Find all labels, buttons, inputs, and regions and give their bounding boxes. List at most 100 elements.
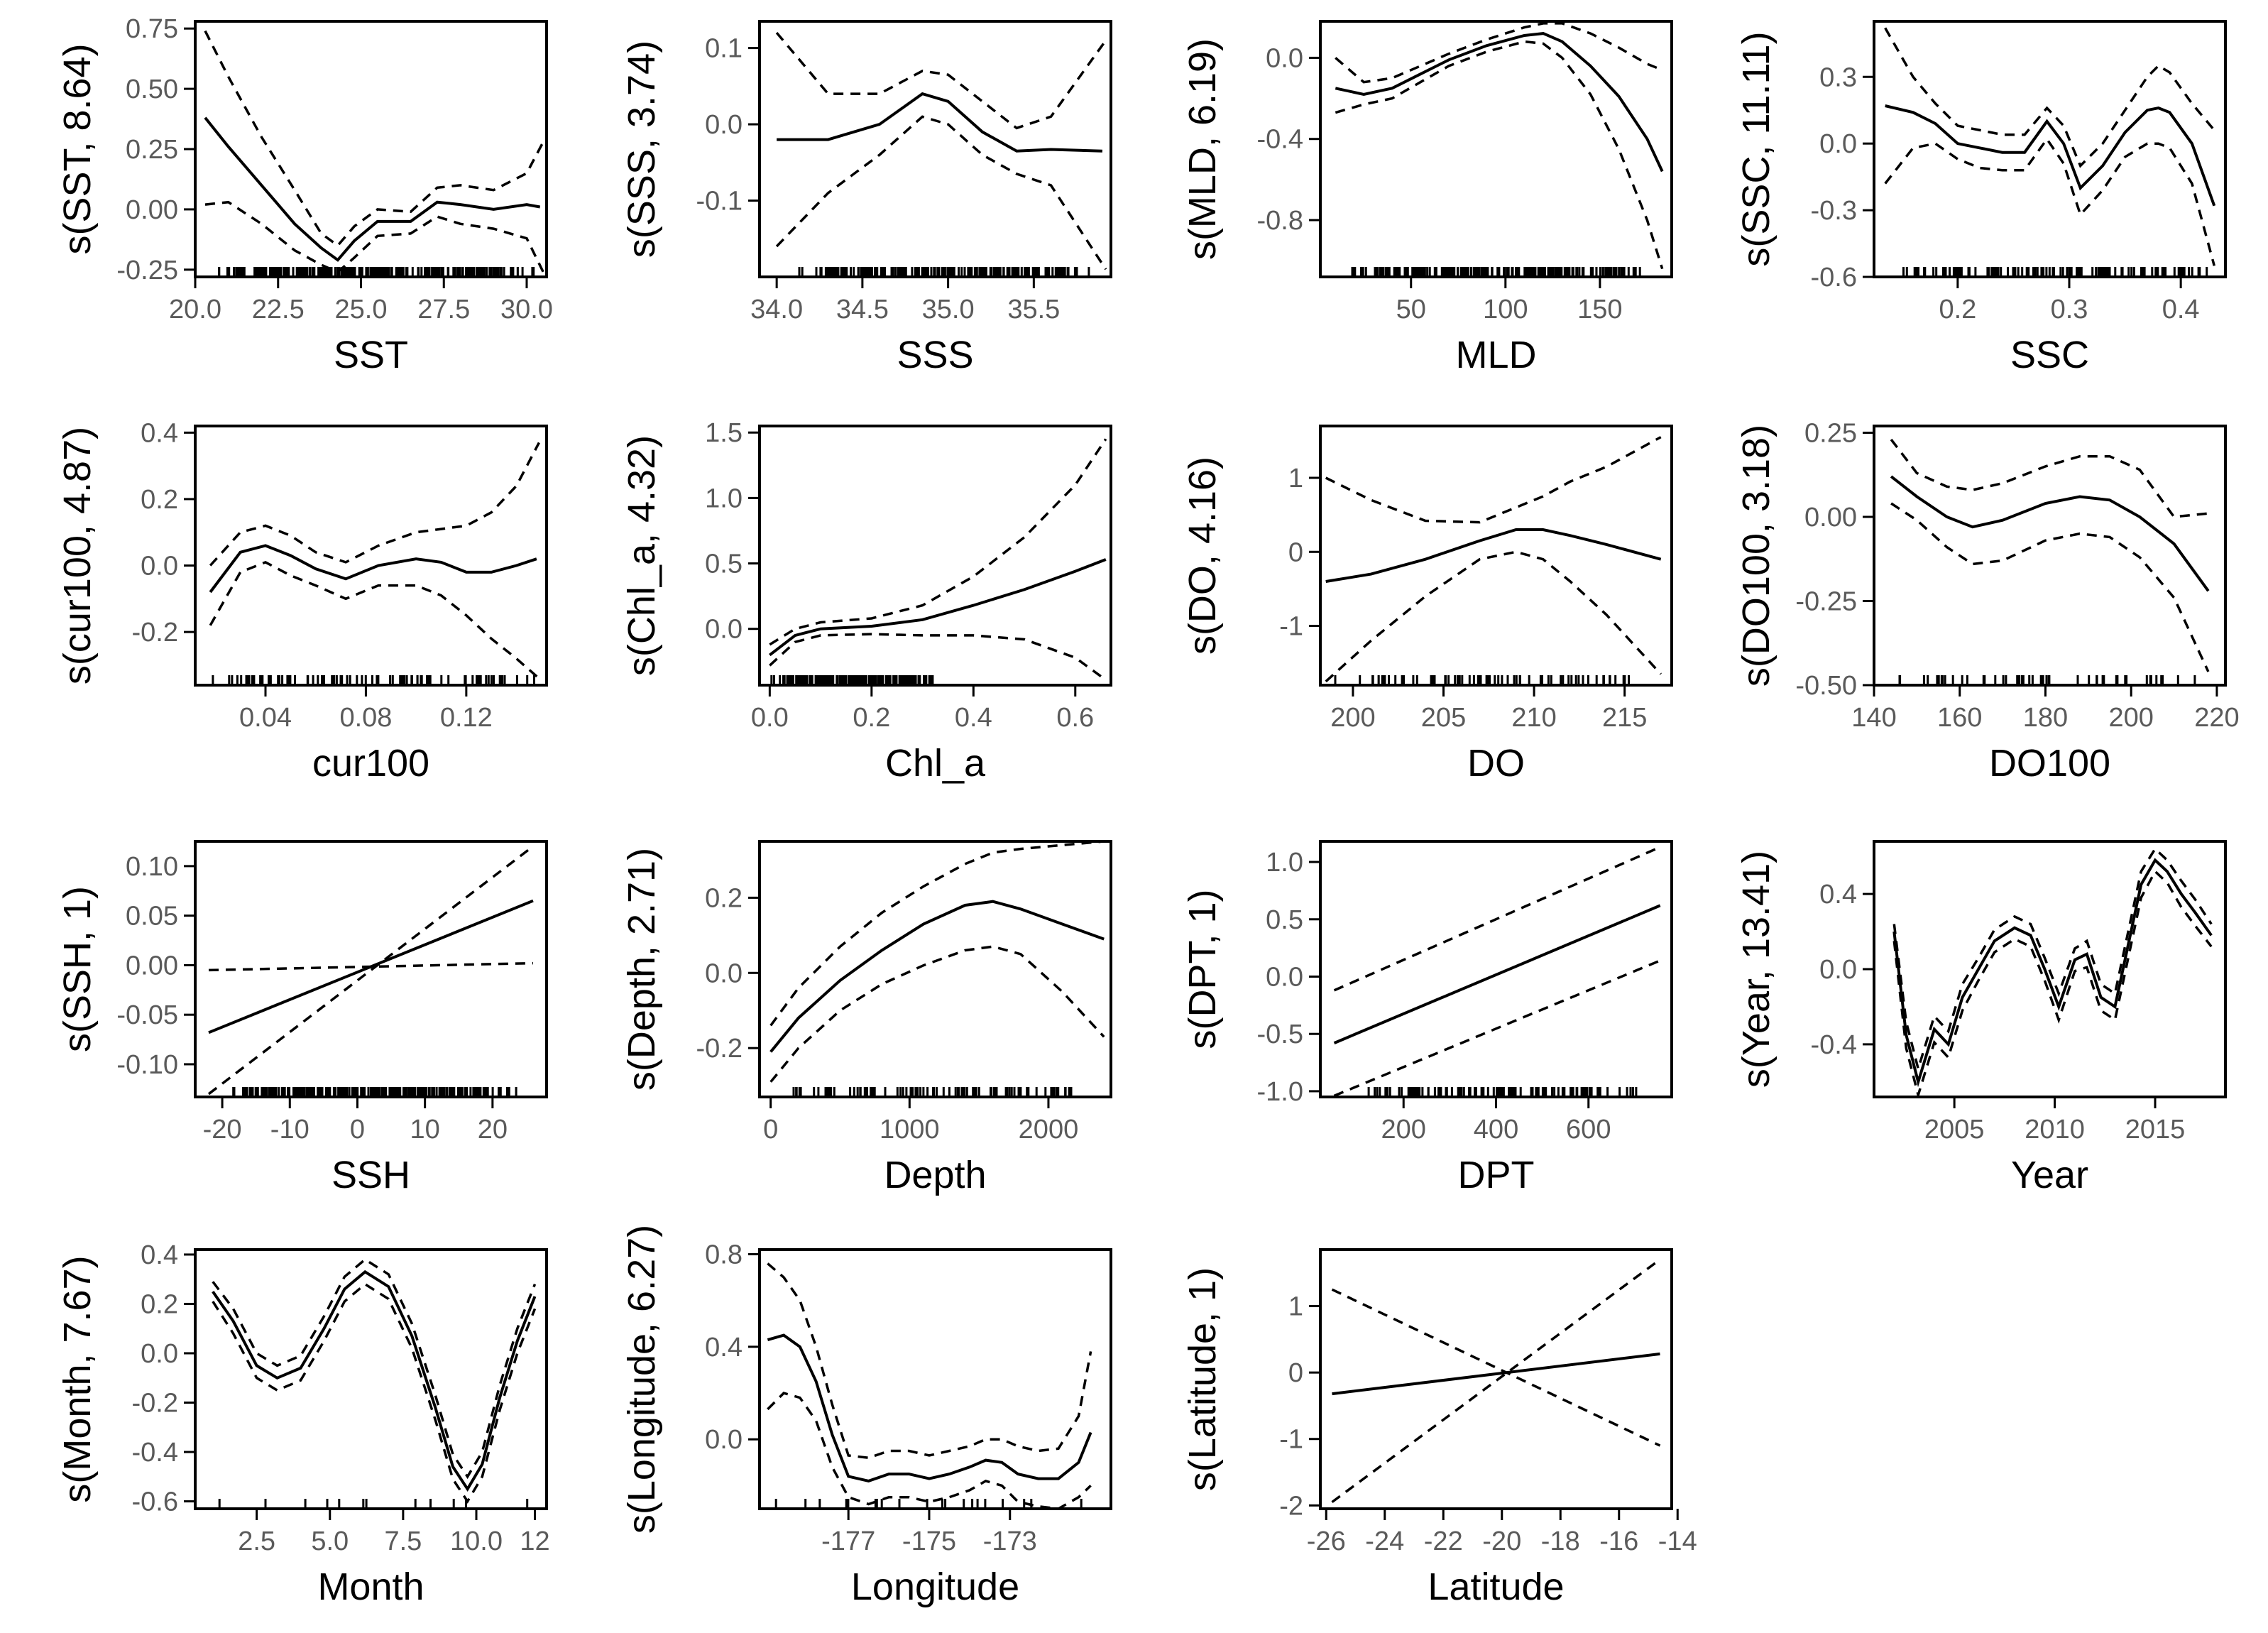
y-tick-label: 0.5: [1266, 905, 1303, 935]
x-tick-label: 2015: [2125, 1115, 2186, 1145]
x-tick-label: 22.5: [252, 295, 305, 324]
y-tick-label: 1: [1288, 1292, 1303, 1322]
rug-marks: [1898, 675, 2196, 685]
y-tick-label: 0.0: [705, 958, 743, 988]
smooth-fit-line: [1892, 858, 2213, 1088]
panel-month: -0.6 -0.4 -0.2 0.0 0.2 0.4 2.5 5.0 7.5 10.0 12 Mont…: [56, 1240, 550, 1608]
y-tick-label: -1.0: [1257, 1077, 1303, 1107]
x-tick-label: -10: [270, 1115, 309, 1145]
y-axis-title: s(DO, 4.16): [1181, 457, 1224, 655]
rug-marks: [232, 1087, 517, 1097]
plot-frame-ssc: [1873, 20, 2227, 278]
y-axis-title: s(cur100, 4.87): [56, 427, 99, 684]
y-tick-label: -0.5: [1257, 1020, 1303, 1049]
x-tick-label: -173: [983, 1526, 1037, 1556]
panel-ssc: -0.6 -0.3 0.0 0.3 0.2 0.3 0.4 SSC s(SSC, 11.11): [1735, 20, 2227, 376]
x-axis-title: SSH: [332, 1154, 410, 1196]
x-tick-label: 10: [410, 1115, 440, 1145]
smooth-fit-line: [769, 558, 1107, 657]
y-tick-label: -0.3: [1811, 196, 1857, 226]
y-tick-label: 0.10: [126, 852, 178, 882]
smooth-fit-line: [769, 900, 1105, 1053]
x-axis-title: cur100: [312, 742, 429, 785]
y-tick-label: -0.25: [1795, 586, 1857, 616]
panel-cur100: -0.2 0.0 0.2 0.4 0.04 0.08 0.12 cur100 s(cur100,…: [56, 418, 548, 785]
rug-marks: [798, 267, 1090, 277]
smooth-fit-line: [1333, 904, 1661, 1044]
y-axis-title: s(Month, 7.67): [56, 1255, 99, 1502]
rug-marks: [1902, 267, 2208, 277]
panel-mld: -0.8 -0.4 0.0 50 100 150 MLD s(MLD, 6.19): [1181, 20, 1673, 376]
panel-do: -1 0 1 200 205 210 215 DO s(DO, 4.16): [1181, 425, 1673, 785]
y-tick-label: -0.1: [696, 187, 743, 217]
x-tick-label: 150: [1577, 295, 1622, 324]
x-tick-label: 210: [1511, 703, 1556, 733]
rug-marks: [218, 267, 535, 277]
x-tick-label: 0.6: [1056, 703, 1094, 733]
y-tick-label: 0.2: [141, 485, 178, 515]
smooth-fit-line: [209, 544, 537, 594]
x-tick-label: 200: [2108, 703, 2153, 733]
x-tick-label: 600: [1566, 1115, 1611, 1145]
rug-marks: [212, 675, 535, 685]
x-tick-label: -22: [1424, 1526, 1463, 1556]
lower-confidence-band: [1884, 136, 2215, 266]
rug-mark-set: [1334, 675, 1630, 685]
upper-confidence-band: [1325, 436, 1662, 524]
lower-confidence-band: [769, 945, 1105, 1083]
plot-frame-mld: [1319, 20, 1673, 278]
x-tick-label: 10.0: [450, 1526, 503, 1556]
y-axis-title: s(Latitude, 1): [1181, 1267, 1224, 1491]
rug-mark-set: [218, 267, 535, 277]
y-tick-label: 0.0: [705, 110, 743, 140]
y-tick-label: -0.2: [132, 618, 178, 648]
upper-confidence-band: [212, 1257, 537, 1480]
x-axis-title: DO100: [1989, 742, 2110, 785]
lower-confidence-band: [1892, 869, 2213, 1097]
upper-confidence-band: [769, 841, 1105, 1027]
x-tick-label: 180: [2023, 703, 2068, 733]
plot-frame-cur100: [194, 425, 548, 687]
x-tick-label: 5.0: [311, 1526, 349, 1556]
lower-confidence-band: [769, 633, 1107, 682]
rug-mark-set: [798, 267, 1090, 277]
x-axis-title: SSS: [897, 334, 973, 376]
y-tick-label: 0.1: [705, 34, 743, 64]
y-tick-label: -1: [1279, 1425, 1303, 1455]
rug-mark-set: [1351, 267, 1641, 277]
rug-marks: [770, 675, 934, 685]
panel-year: -0.4 0.0 0.4 2005 2010 2015 Year s(Year, 13.41): [1735, 840, 2227, 1196]
x-tick-label: 50: [1396, 295, 1426, 324]
x-tick-label: 160: [1937, 703, 1982, 733]
y-axis-title: s(SSC, 11.11): [1735, 31, 1777, 266]
x-tick-label: 35.0: [922, 295, 975, 324]
x-tick-label: 27.5: [417, 295, 470, 324]
lower-confidence-band: [204, 200, 544, 274]
x-tick-label: 0.4: [2162, 295, 2200, 324]
x-axis-title: DPT: [1458, 1154, 1535, 1196]
x-tick-label: 100: [1483, 295, 1528, 324]
x-tick-label: 20.0: [169, 295, 221, 324]
y-tick-label: 0.4: [141, 1240, 178, 1270]
plot-frame-do100: [1873, 425, 2227, 687]
smooth-fit-line: [1335, 32, 1664, 173]
x-tick-label: 2000: [1019, 1115, 1079, 1145]
x-tick-label: 12: [520, 1526, 549, 1556]
rug-mark-set: [1902, 267, 2208, 277]
x-tick-label: 200: [1330, 703, 1375, 733]
lower-confidence-band: [1335, 40, 1664, 270]
y-tick-label: 0.00: [126, 951, 178, 981]
x-tick-label: -20: [1482, 1526, 1521, 1556]
upper-confidence-band: [1335, 22, 1663, 84]
y-tick-label: 0.25: [1804, 418, 1857, 448]
x-axis-title: DO: [1467, 742, 1525, 785]
x-axis-title: Year: [2011, 1154, 2088, 1196]
y-tick-label: 0.75: [126, 14, 178, 44]
y-tick-label: 0.8: [705, 1240, 743, 1270]
x-tick-label: 0.4: [955, 703, 992, 733]
smooth-fit-line: [1885, 104, 2216, 207]
y-tick-label: -0.6: [132, 1487, 178, 1517]
panel-sss: -0.1 0.0 0.1 34.0 34.5 35.0 35.5 SSS s(SSS, 3.74…: [620, 20, 1112, 376]
y-tick-label: -1: [1279, 612, 1303, 642]
y-tick-label: 1.5: [705, 418, 743, 448]
